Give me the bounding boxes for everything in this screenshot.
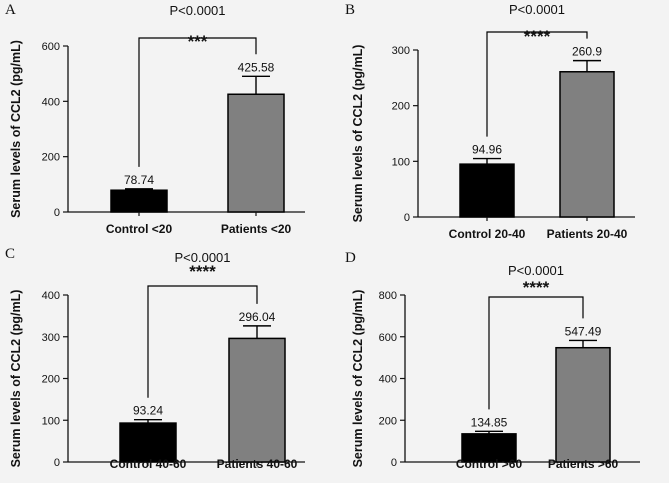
- y-tick-label: 0: [54, 457, 60, 469]
- y-tick-label: 400: [379, 374, 397, 386]
- y-tick-label: 200: [42, 374, 60, 386]
- y-tick-label: 200: [392, 101, 410, 113]
- panel-a: A Serum levels of CCL2 (pg/mL) 0 200 400 600 7…: [5, 2, 305, 236]
- panel-d: D Serum levels of CCL2 (pg/mL) 0 200 400 600 8…: [345, 250, 640, 471]
- y-tick-label: 800: [379, 290, 397, 302]
- data-label: 547.49: [565, 324, 602, 338]
- y-axis-title: Serum levels of CCL2 (pg/mL): [351, 290, 365, 468]
- panel-letter: D: [345, 250, 356, 266]
- p-value-label: P<0.0001: [169, 3, 225, 18]
- p-value-label: P<0.0001: [508, 263, 564, 278]
- data-label: 425.58: [238, 60, 275, 74]
- y-tick-label: 400: [42, 96, 60, 108]
- significance-bracket: [138, 37, 257, 167]
- x-tick-label: Patients <20: [221, 222, 292, 236]
- y-axis-title: Serum levels of CCL2 (pg/mL): [9, 40, 23, 218]
- significance-stars: ****: [523, 278, 550, 297]
- data-label: 78.74: [124, 173, 154, 187]
- significance-bracket: [486, 31, 588, 137]
- x-tick-label: Patients >60: [548, 457, 619, 471]
- bar: [555, 346, 611, 463]
- bar: [459, 163, 515, 218]
- x-tick-label: Control <20: [106, 222, 173, 236]
- y-tick-label: 400: [42, 290, 60, 302]
- panel-letter: B: [345, 2, 355, 18]
- x-tick-label: Control 40-60: [110, 457, 187, 471]
- y-tick-label: 300: [392, 45, 410, 57]
- x-tick-label: Patients 40-60: [217, 457, 298, 471]
- y-tick-label: 300: [42, 332, 60, 344]
- y-tick-label: 200: [379, 415, 397, 427]
- data-label: 94.96: [472, 143, 502, 157]
- significance-stars: ****: [189, 262, 216, 281]
- y-tick-label: 0: [391, 457, 397, 469]
- bar: [119, 422, 177, 463]
- bar: [110, 189, 168, 213]
- bar: [461, 433, 517, 463]
- y-axis-title: Serum levels of CCL2 (pg/mL): [9, 290, 23, 468]
- panel-letter: C: [5, 246, 15, 262]
- data-label: 134.85: [471, 415, 508, 429]
- y-tick-label: 200: [42, 152, 60, 164]
- significance-stars: ***: [188, 32, 208, 51]
- bar: [227, 93, 285, 213]
- x-tick-label: Patients 20-40: [547, 227, 628, 241]
- y-tick-label: 100: [392, 156, 410, 168]
- panel-b: B Serum levels of CCL2 (pg/mL) 0 100 200 300 9…: [345, 2, 635, 241]
- data-label: 296.04: [239, 310, 276, 324]
- y-tick-label: 600: [42, 41, 60, 53]
- y-tick-label: 100: [42, 415, 60, 427]
- bar: [228, 337, 286, 463]
- p-value-label: P<0.0001: [509, 2, 565, 17]
- significance-bracket: [488, 296, 584, 410]
- bar: [559, 71, 615, 218]
- panel-c: C Serum levels of CCL2 (pg/mL) 0 100 200 300 4…: [5, 246, 305, 471]
- p-value-label: P<0.0001: [174, 250, 230, 265]
- y-tick-label: 600: [379, 332, 397, 344]
- data-label: 93.24: [133, 404, 163, 418]
- y-axis-title: Serum levels of CCL2 (pg/mL): [351, 45, 365, 223]
- x-tick-label: Control 20-40: [449, 227, 526, 241]
- data-label: 260.9: [572, 45, 602, 59]
- y-tick-label: 0: [54, 207, 60, 219]
- significance-stars: ****: [524, 27, 551, 46]
- panel-letter: A: [5, 2, 16, 18]
- significance-bracket: [147, 285, 258, 398]
- y-tick-label: 0: [404, 212, 410, 224]
- x-tick-label: Control >60: [456, 457, 523, 471]
